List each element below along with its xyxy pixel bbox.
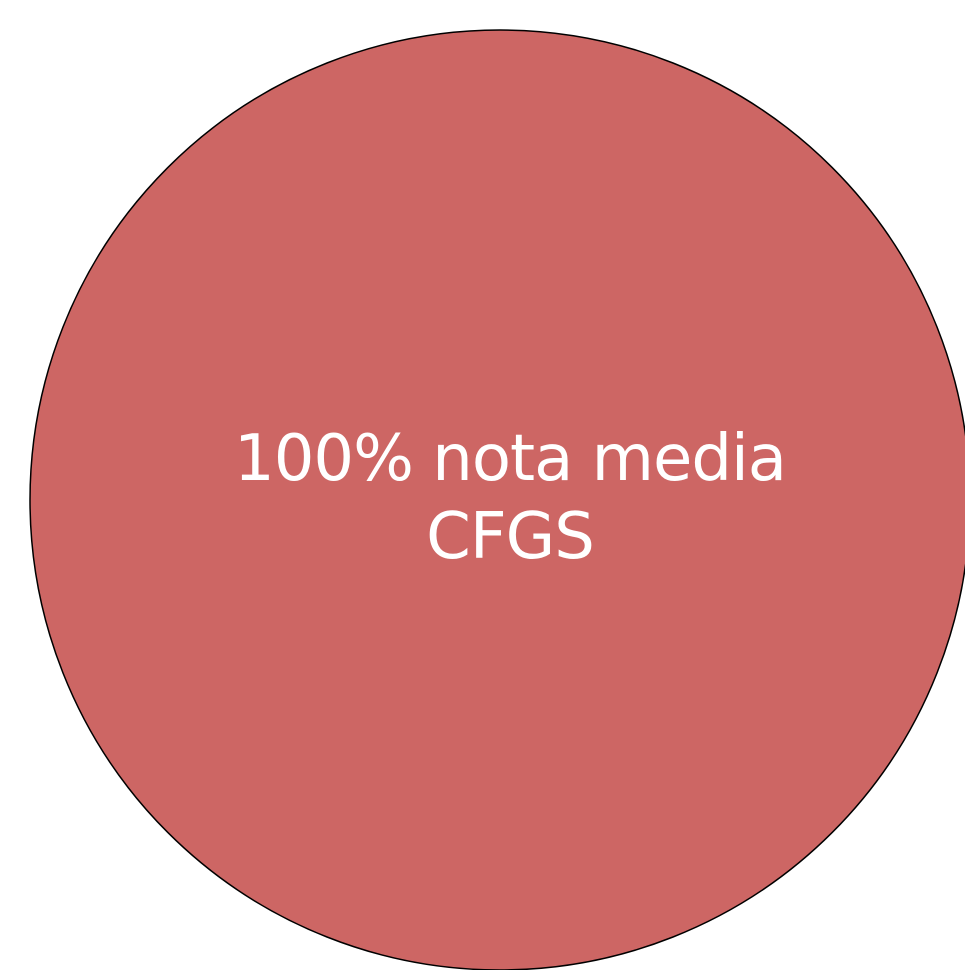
pie-slice [29,29,965,970]
slice-label: 100% nota media CFGS [233,422,787,574]
